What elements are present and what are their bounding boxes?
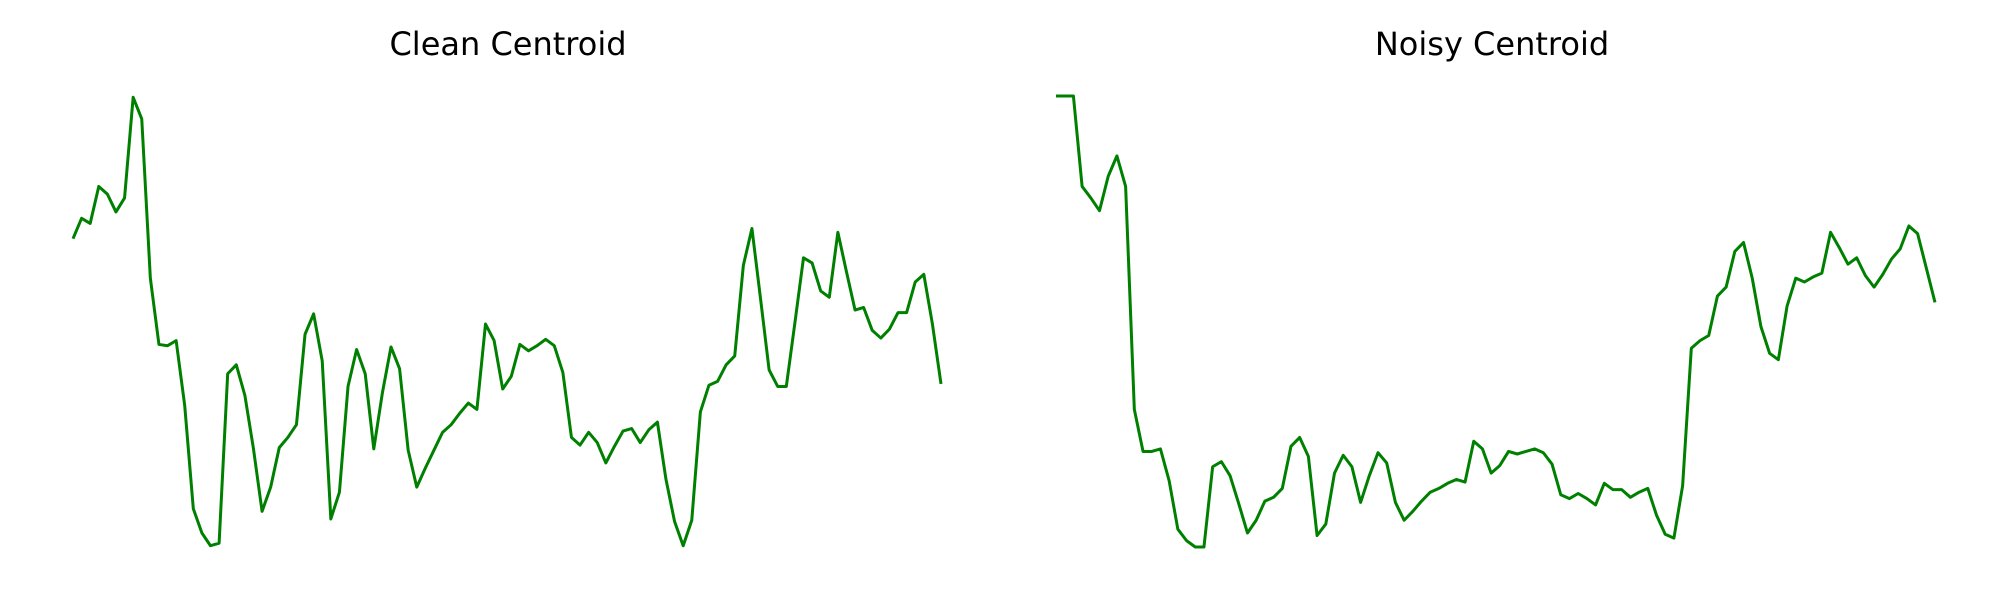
data-line	[1056, 94, 1937, 549]
data-line	[71, 95, 943, 548]
chart-title: Clean Centroid	[389, 25, 626, 63]
chart-title: Noisy Centroid	[1375, 25, 1609, 63]
